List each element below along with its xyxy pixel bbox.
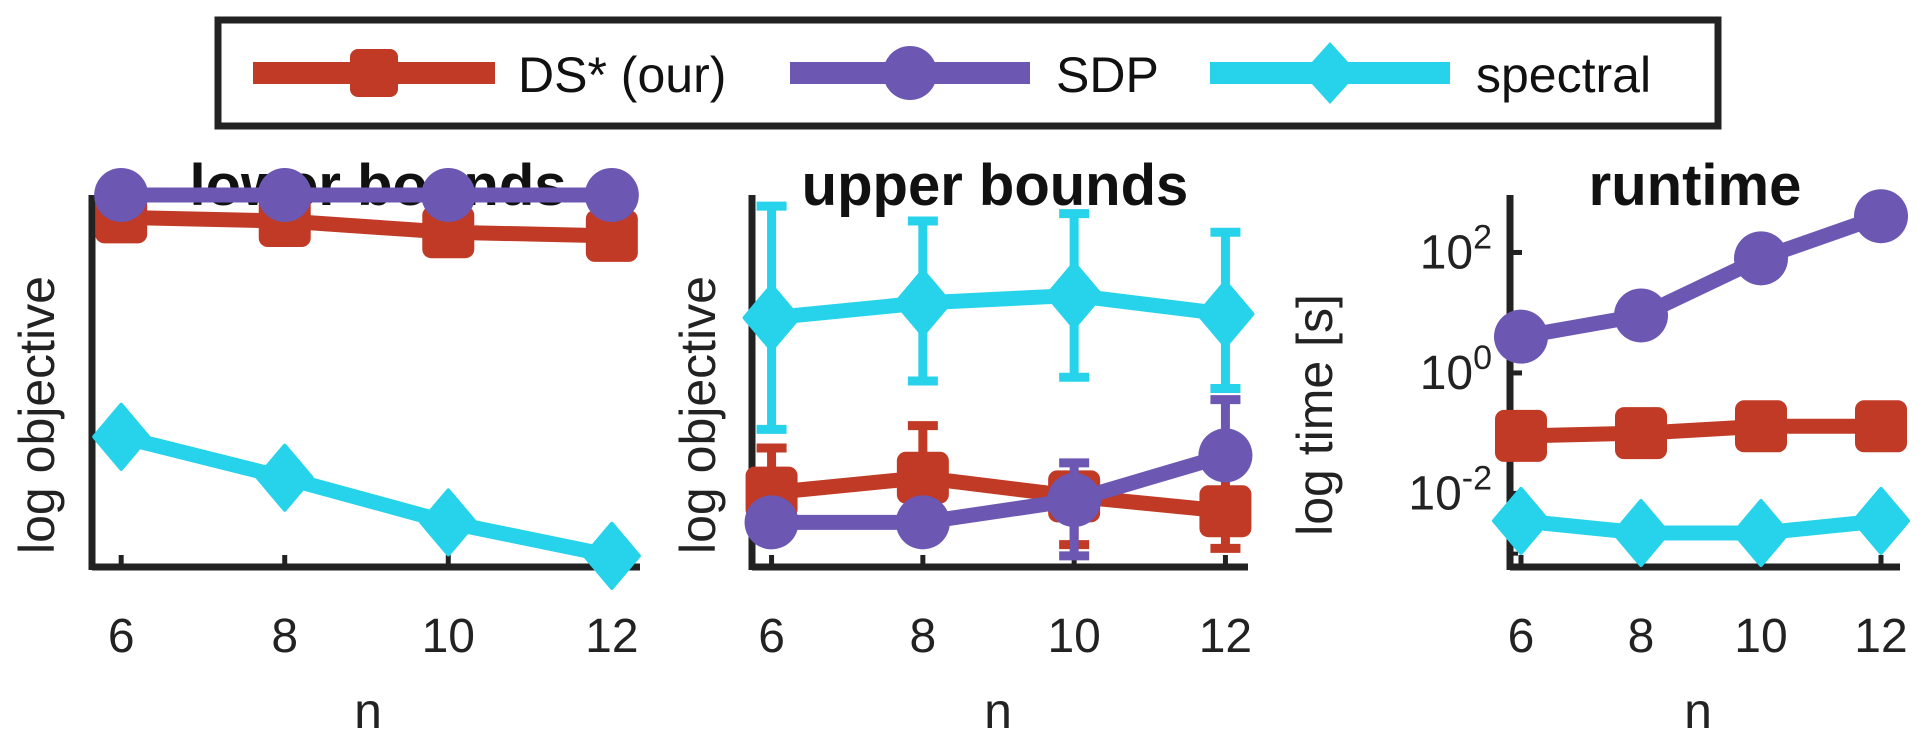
y-tick-label: 10-2 bbox=[1408, 459, 1492, 520]
data-point-diamond bbox=[742, 283, 801, 352]
data-point-square bbox=[1855, 400, 1907, 453]
series-line bbox=[121, 209, 612, 244]
y-axis-label: log objective bbox=[9, 276, 65, 554]
legend-item-spectral: spectral bbox=[1210, 42, 1651, 104]
x-tick-label: 6 bbox=[1508, 610, 1535, 663]
x-tick-label: 8 bbox=[910, 610, 937, 663]
data-point-square bbox=[1615, 407, 1667, 460]
data-point-diamond bbox=[1492, 486, 1550, 555]
legend-label-sdp: SDP bbox=[1056, 47, 1159, 103]
data-point-diamond bbox=[1045, 261, 1104, 330]
data-point-circle bbox=[1198, 428, 1253, 483]
series-circle bbox=[94, 168, 639, 222]
series-circle bbox=[1494, 189, 1908, 364]
data-point-diamond bbox=[893, 268, 952, 337]
data-point-square bbox=[896, 451, 949, 504]
x-tick-label: 12 bbox=[585, 610, 638, 663]
x-axis-label: n bbox=[354, 683, 382, 739]
x-tick-label: 10 bbox=[1047, 610, 1100, 663]
chart-title: lower bounds bbox=[190, 153, 567, 218]
data-point-circle bbox=[895, 495, 950, 550]
series-line bbox=[771, 448, 1228, 530]
legend-circle-marker bbox=[883, 46, 937, 100]
data-point-square bbox=[1495, 409, 1547, 462]
legend-item-sdp: SDP bbox=[790, 46, 1159, 103]
series-line bbox=[119, 429, 614, 564]
plot-area: 6 8 10 12 bbox=[742, 195, 1255, 663]
x-axis-label: n bbox=[1684, 683, 1712, 739]
data-point-square bbox=[1735, 400, 1787, 453]
data-point-square bbox=[422, 206, 475, 259]
axes: 6 8 10 12 bbox=[748, 195, 1252, 663]
series-square bbox=[1495, 400, 1907, 462]
data-point-diamond bbox=[419, 488, 478, 557]
data-point-circle bbox=[1494, 309, 1548, 364]
x-tick-label: 8 bbox=[1628, 610, 1655, 663]
chart-title: runtime bbox=[1589, 153, 1802, 218]
axes: 6 8 10 12 10-2 100 102 bbox=[1408, 195, 1908, 663]
data-point-circle bbox=[94, 168, 149, 222]
x-tick-label: 6 bbox=[108, 610, 135, 663]
y-tick-label: 100 bbox=[1420, 339, 1492, 400]
legend-square-marker bbox=[350, 49, 398, 97]
panel-lower-bounds: lower bounds log objective n 6 8 10 12 bbox=[9, 153, 641, 739]
plot-area: 6 8 10 12 bbox=[88, 168, 641, 663]
series-diamond bbox=[742, 201, 1255, 434]
data-point-diamond bbox=[92, 402, 151, 471]
data-point-circle bbox=[744, 495, 799, 550]
series-line bbox=[1519, 209, 1884, 345]
legend-item-ds: DS* (our) bbox=[253, 47, 726, 103]
x-tick-label: 6 bbox=[758, 610, 785, 663]
series-line bbox=[770, 287, 1227, 326]
legend-diamond-marker bbox=[1302, 42, 1358, 104]
data-point-diamond bbox=[1852, 486, 1910, 555]
panel-upper-bounds: upper bounds log objective n 6 8 10 12 bbox=[670, 153, 1255, 739]
data-point-circle bbox=[1047, 473, 1102, 528]
x-tick-label: 8 bbox=[271, 610, 298, 663]
axes: 6 8 10 12 bbox=[88, 195, 640, 663]
y-axis-label: log time [s] bbox=[1287, 294, 1343, 536]
x-axis-label: n bbox=[984, 683, 1012, 739]
series-line bbox=[1520, 418, 1881, 444]
data-point-circle bbox=[1614, 288, 1668, 343]
data-point-diamond bbox=[1732, 499, 1790, 568]
panel-runtime: runtime log time [s] n 6 8 10 12 10-2 100 102 bbox=[1287, 153, 1910, 739]
series-line bbox=[1520, 513, 1882, 541]
series-circle bbox=[744, 395, 1253, 561]
legend: DS* (our) SDP spectral bbox=[214, 16, 1722, 130]
chart-title: upper bounds bbox=[802, 153, 1189, 218]
x-tick-label: 12 bbox=[1199, 610, 1252, 663]
data-point-square bbox=[1199, 485, 1252, 538]
legend-label-spectral: spectral bbox=[1476, 47, 1651, 103]
x-tick-label: 12 bbox=[1854, 610, 1907, 663]
data-point-diamond bbox=[582, 521, 641, 590]
data-point-circle bbox=[1854, 189, 1908, 244]
y-axis-label: log objective bbox=[670, 276, 726, 554]
x-tick-label: 10 bbox=[422, 610, 475, 663]
data-point-circle bbox=[1734, 231, 1788, 286]
data-point-circle bbox=[584, 168, 639, 222]
plot-area: 6 8 10 12 10-2 100 102 bbox=[1408, 189, 1910, 663]
data-point-circle bbox=[257, 168, 312, 222]
data-point-square bbox=[585, 209, 638, 262]
data-point-diamond bbox=[1612, 499, 1670, 568]
y-tick-label: 102 bbox=[1420, 218, 1492, 279]
data-point-circle bbox=[421, 168, 476, 222]
x-tick-label: 10 bbox=[1734, 610, 1787, 663]
data-point-diamond bbox=[255, 443, 314, 512]
data-point-diamond bbox=[1196, 280, 1255, 349]
legend-label-ds: DS* (our) bbox=[518, 47, 726, 103]
series-line bbox=[770, 470, 1227, 519]
series-diamond bbox=[92, 402, 641, 590]
series-square bbox=[745, 421, 1252, 553]
series-diamond bbox=[1492, 486, 1910, 568]
